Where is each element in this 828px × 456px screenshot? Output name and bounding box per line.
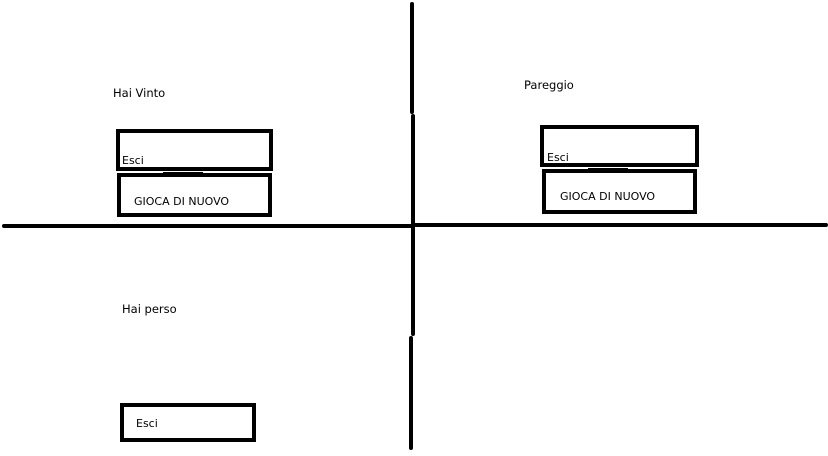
draw-exit-label: Esci (547, 151, 569, 164)
draw-exit-button[interactable]: Esci (540, 125, 699, 167)
win-replay-button[interactable]: GIOCA DI NUOVO (117, 173, 272, 217)
win-message: Hai Vinto (113, 86, 166, 100)
draw-replay-button[interactable]: GIOCA DI NUOVO (542, 169, 697, 214)
win-replay-label: GIOCA DI NUOVO (134, 195, 230, 208)
win-exit-label: Esci (122, 154, 144, 167)
lose-exit-button[interactable]: Esci (120, 403, 256, 442)
vertical-divider-bottom (409, 336, 413, 450)
horizontal-divider-left (2, 224, 414, 228)
draw-message: Pareggio (524, 78, 574, 92)
vertical-divider-top (410, 2, 414, 114)
lose-message: Hai perso (122, 302, 177, 316)
horizontal-divider-right (412, 223, 828, 227)
lose-exit-label: Esci (136, 417, 158, 430)
win-exit-button[interactable]: Esci (116, 129, 273, 171)
draw-replay-label: GIOCA DI NUOVO (560, 190, 656, 203)
